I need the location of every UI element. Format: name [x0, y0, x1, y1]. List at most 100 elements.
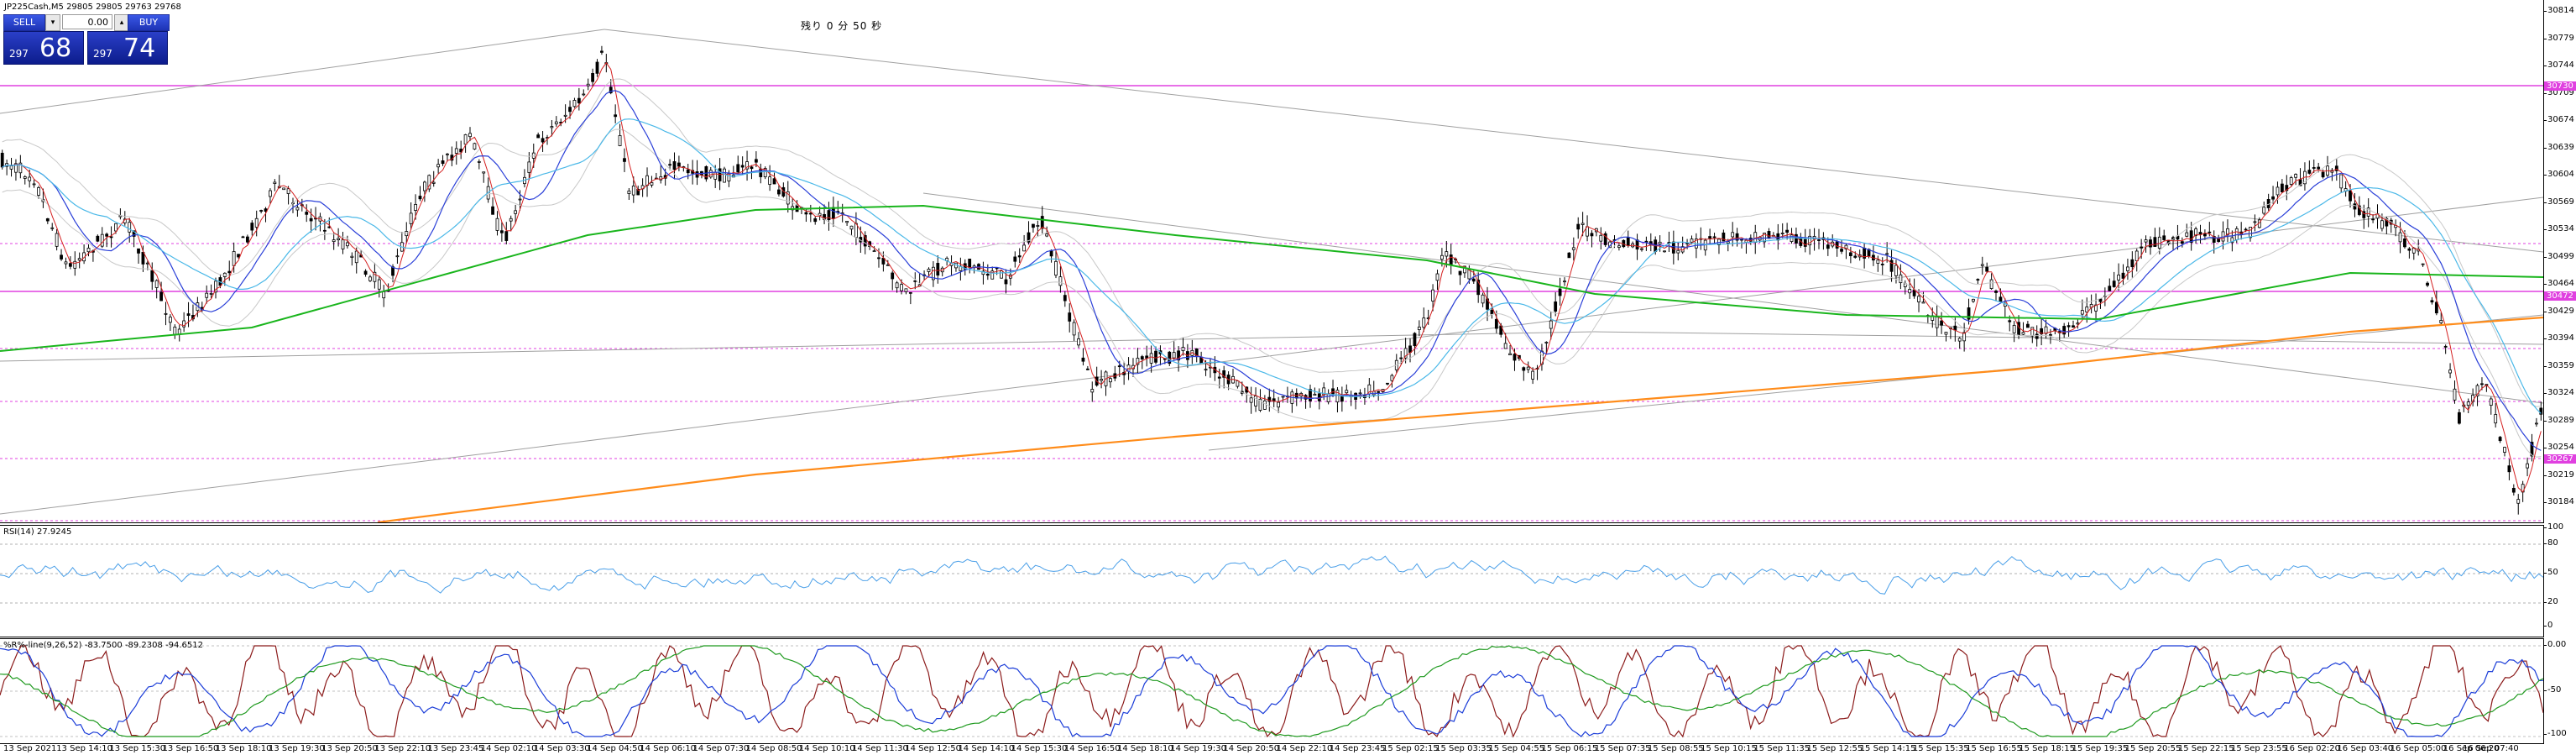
ma-green-line — [0, 204, 2543, 352]
candle-body — [1117, 365, 1121, 368]
candle-body — [614, 114, 618, 118]
candle-body — [23, 176, 27, 179]
candle-body — [518, 198, 522, 201]
candle-body — [2025, 323, 2030, 328]
candle-body — [2430, 300, 2434, 303]
candle-body — [981, 270, 985, 275]
candle-body — [686, 169, 690, 174]
time-tick-label: 14 Sep 04:50 — [587, 744, 643, 753]
candle-body — [968, 259, 972, 268]
candle-body — [1676, 249, 1680, 254]
candle-body — [2030, 327, 2035, 337]
candle-body — [777, 189, 781, 195]
candle-body — [1644, 240, 1649, 243]
candle-body — [423, 181, 426, 191]
time-tick-label: 13 Sep 19:30 — [268, 744, 325, 753]
candle-body — [786, 191, 790, 205]
lot-decrease-button[interactable]: ▾ — [45, 14, 60, 31]
candle-body — [37, 187, 40, 196]
williams-r-canvas[interactable] — [0, 639, 2543, 743]
candle-body — [582, 93, 586, 96]
time-tick-label: 15 Sep 14:15 — [1859, 744, 1916, 753]
time-tick-label: 13 Sep 20:50 — [321, 744, 378, 753]
candle-body — [586, 83, 590, 87]
candle-body — [2366, 207, 2370, 217]
time-tick-label: 15 Sep 03:35 — [1435, 744, 1492, 753]
candle-body — [1908, 289, 1912, 294]
candle-body — [2072, 325, 2075, 328]
candle-body — [2280, 183, 2284, 193]
candle-body — [2321, 171, 2325, 178]
candle-body — [454, 148, 458, 154]
candle-body — [2312, 167, 2316, 169]
candle-body — [14, 163, 18, 173]
candle-body — [818, 212, 822, 217]
candle-body — [1358, 392, 1362, 395]
ma-red-line — [2, 61, 2542, 493]
candle-body — [1967, 307, 1971, 320]
candle-body — [1921, 301, 1925, 304]
candle-body — [1826, 244, 1830, 249]
candle-body — [1481, 294, 1485, 304]
candle-body — [808, 212, 813, 215]
price-axis[interactable]: 30814 30779 30744 30709 30674 30639 30604 30569… — [2543, 0, 2576, 522]
candle-body — [845, 220, 849, 223]
candle-body — [1785, 229, 1790, 233]
candle-body — [32, 183, 36, 186]
candle-body — [1599, 234, 1603, 242]
candle-body — [2276, 186, 2280, 196]
candle-body — [2208, 231, 2212, 233]
sell-button[interactable]: SELL — [3, 14, 45, 31]
sell-price-box[interactable]: 297 68 — [3, 31, 84, 65]
candle-body — [2017, 322, 2020, 336]
candle-body — [1068, 312, 1072, 322]
rsi-panel[interactable]: RSI(14) 27.9245 — [0, 525, 2544, 637]
price-chart-canvas[interactable] — [0, 0, 2543, 522]
one-click-trading-panel: SELL ▾ 0.00 ▴ BUY 297 68 297 74 — [3, 14, 170, 65]
buy-button[interactable]: BUY — [128, 14, 170, 31]
buy-price-box[interactable]: 297 74 — [87, 31, 168, 65]
candle-body — [1058, 276, 1063, 286]
candle-body — [1522, 367, 1526, 371]
time-axis[interactable]: 13 Sep 2021 13 Sep 14:10 13 Sep 15:30 13 Se… — [0, 742, 2543, 755]
candle-body — [2134, 250, 2139, 262]
candle-body — [159, 291, 163, 301]
candle-body — [1217, 376, 1221, 379]
candle-body — [145, 262, 149, 265]
candle-body — [1776, 233, 1780, 241]
candle-body — [2494, 414, 2498, 424]
candle-body — [872, 250, 876, 253]
williams-r-mid-line — [0, 645, 2543, 737]
candle-body — [2067, 325, 2071, 328]
price-level-tag: 30267 — [2544, 454, 2576, 464]
time-tick-label: 14 Sep 16:50 — [1063, 744, 1121, 753]
candle-body — [2353, 203, 2357, 210]
williams-r-axis[interactable]: 0.00 -50 -100 — [2542, 638, 2576, 742]
candle-body — [1544, 342, 1549, 343]
candle-body — [636, 188, 640, 196]
candle-body — [2185, 232, 2189, 237]
candle-body — [150, 270, 154, 282]
candle-body — [1763, 233, 1766, 243]
lot-size-input[interactable]: 0.00 — [62, 14, 112, 29]
candle-body — [354, 250, 358, 264]
candle-body — [2398, 232, 2402, 243]
candle-body — [2507, 465, 2511, 473]
rsi-axis[interactable]: 100 80 50 20 0 — [2542, 523, 2576, 636]
candle-body — [650, 181, 654, 186]
candle-body — [1567, 252, 1571, 259]
symbol-label: JP225Cash,M5 29805 29805 29763 29768 — [4, 3, 181, 12]
candle-body — [985, 274, 990, 276]
price-chart-panel[interactable]: JP225Cash,M5 29805 29805 29763 29768 残り … — [0, 0, 2544, 523]
candle-body — [990, 270, 995, 280]
candle-body — [568, 107, 572, 113]
candle-body — [1840, 249, 1843, 252]
time-tick-label: 14 Sep 19:30 — [1170, 744, 1226, 753]
williams-r-panel[interactable]: %R%-line(9,26,52) -83.7500 -89.2308 -94.… — [0, 638, 2544, 744]
rsi-canvas[interactable] — [0, 526, 2543, 637]
candle-body — [2426, 282, 2429, 286]
candle-body — [259, 210, 264, 212]
candle-body — [1313, 393, 1317, 396]
price-tick-label: 30324 — [2543, 388, 2574, 397]
